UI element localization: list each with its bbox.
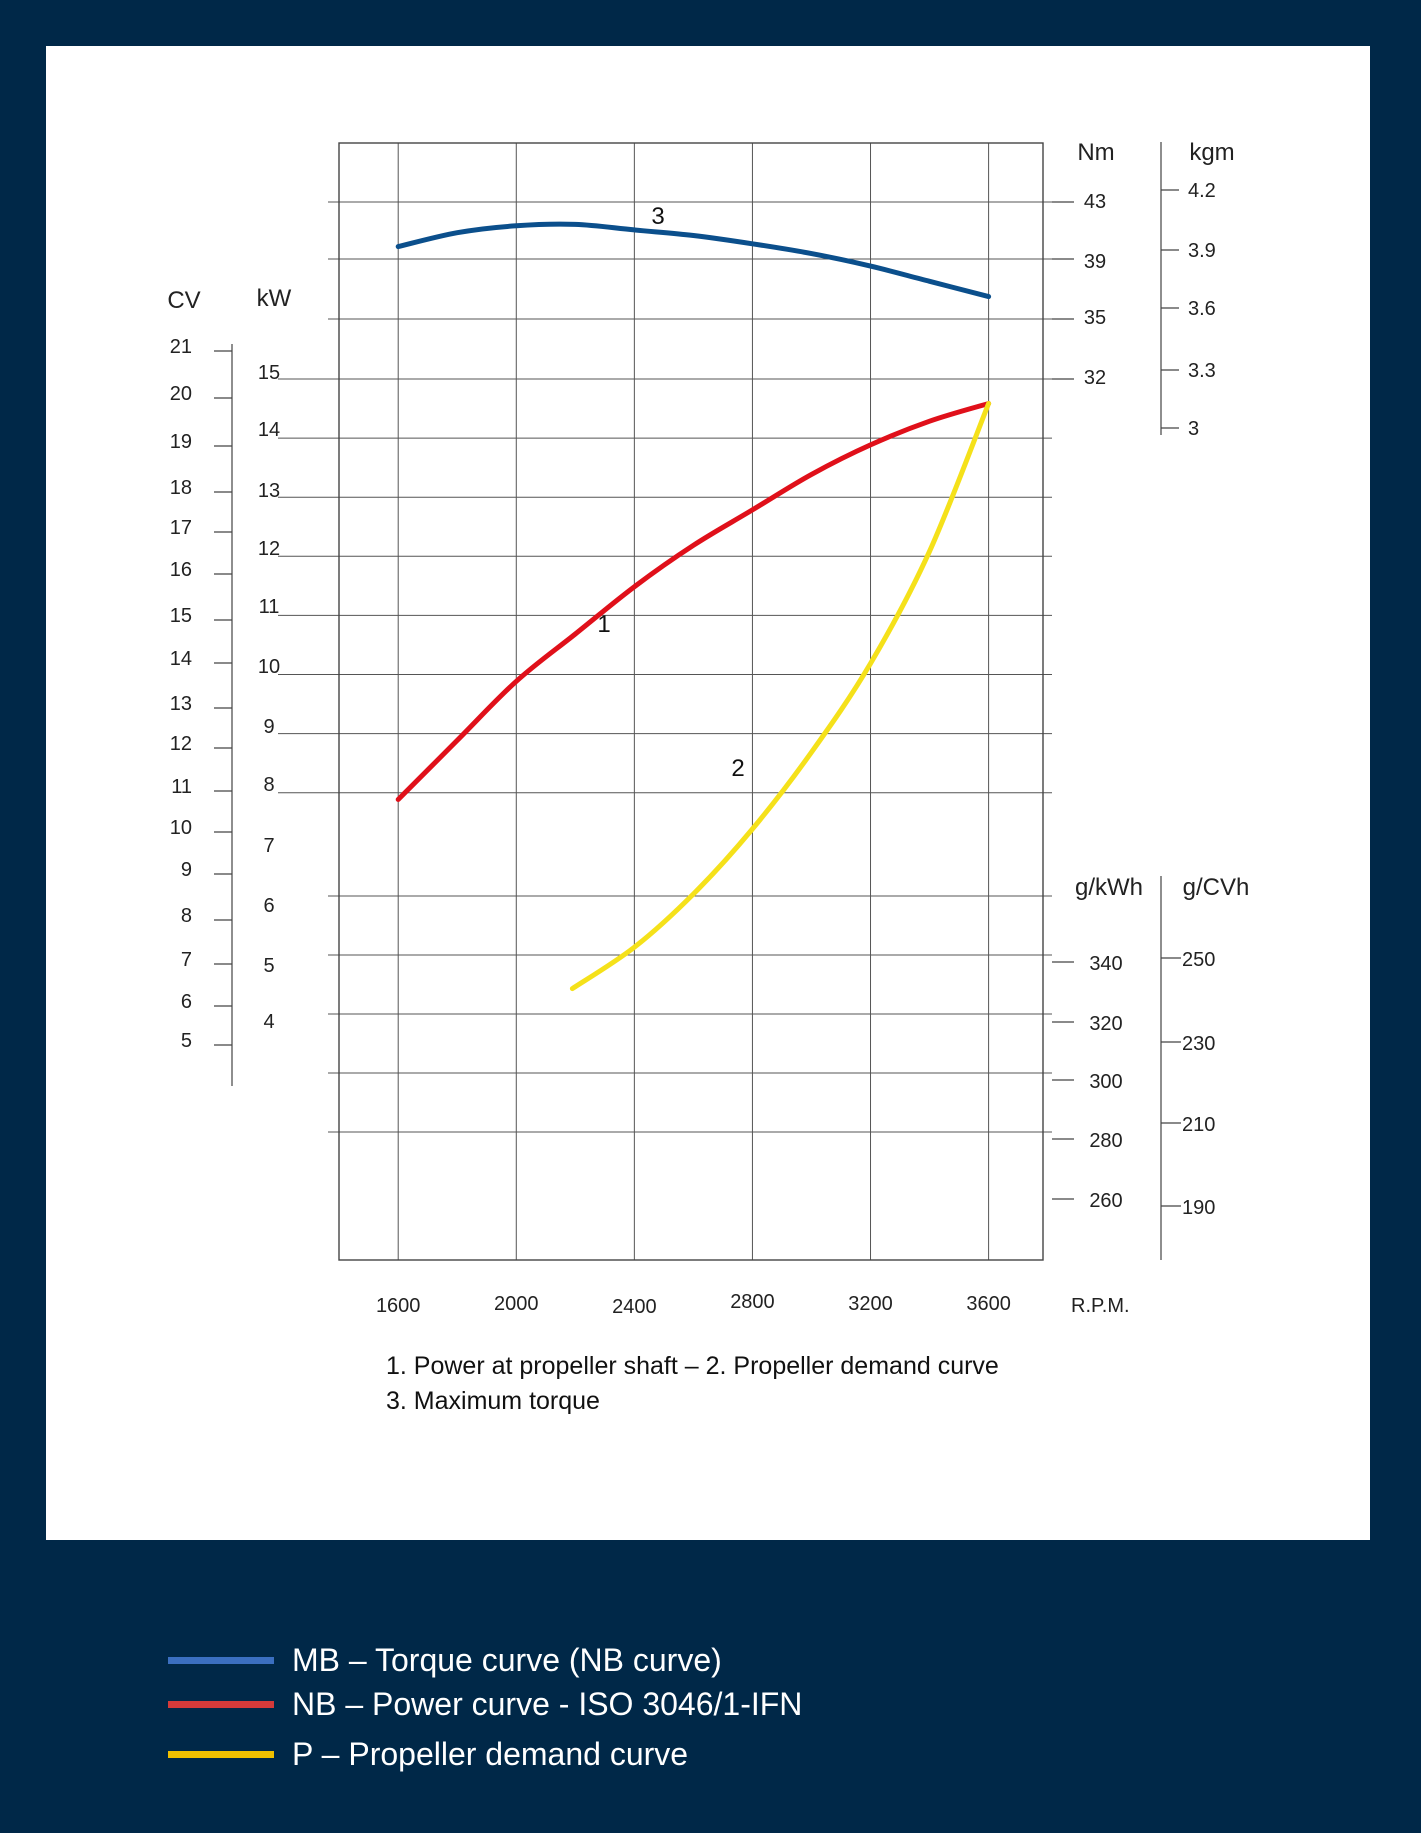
cv-tick-label: 15 — [170, 605, 192, 627]
cv-tick-label: 6 — [181, 991, 192, 1013]
kw-tick-label: 9 — [263, 716, 274, 738]
legend-item-torque: MB – Torque curve (NB curve) — [168, 1640, 722, 1680]
legend-swatch-torque — [168, 1656, 274, 1664]
nm-tick-label: 43 — [1084, 191, 1106, 213]
chart-panel: 1600 2000 2400 2800 3200 3600 R.P.M. CV 21 20 19 18… — [46, 46, 1370, 1540]
kw-tick-label: 8 — [263, 774, 274, 796]
kw-tick-label: 5 — [263, 955, 274, 977]
kw-tick-label: 7 — [263, 835, 274, 857]
gcvh-tick-label: 230 — [1182, 1033, 1215, 1055]
torque-curve — [395, 221, 992, 300]
cv-tick-label: 21 — [170, 336, 192, 358]
gkwh-tick-label: 340 — [1089, 953, 1122, 975]
x-tick-label: 2400 — [612, 1296, 657, 1318]
nm-tick-label: 35 — [1084, 307, 1106, 329]
gkwh-tick-label: 300 — [1089, 1071, 1122, 1093]
legend-swatch-propeller — [168, 1750, 274, 1758]
kw-tick-label: 4 — [263, 1011, 274, 1033]
legend-swatch-power — [168, 1700, 274, 1708]
kgm-tick-label: 3 — [1188, 418, 1199, 440]
kw-tick-label: 11 — [259, 596, 280, 618]
kgm-axis-label: kgm — [1189, 139, 1234, 166]
nm-axis-label: Nm — [1077, 139, 1114, 166]
cv-tick-label: 19 — [170, 431, 192, 453]
gcvh-tick-label: 190 — [1182, 1197, 1215, 1219]
cv-tick-label: 18 — [170, 477, 192, 499]
caption-line-1: 1. Power at propeller shaft – 2. Propell… — [386, 1352, 999, 1380]
power-curve — [395, 401, 992, 802]
power-curve-number-label: 1 — [597, 611, 610, 638]
cv-tick-label: 10 — [170, 817, 192, 839]
plot-frame — [338, 142, 1044, 1261]
legend-item-propeller: P – Propeller demand curve — [168, 1734, 688, 1774]
kw-tick-label: 12 — [258, 538, 280, 560]
cv-tick-label: 5 — [181, 1030, 192, 1052]
legend-label-propeller: P – Propeller demand curve — [292, 1735, 689, 1772]
legend-item-power: NB – Power curve - ISO 3046/1-IFN — [168, 1684, 802, 1724]
nm-tick-label: 39 — [1084, 251, 1106, 273]
axes: 1600 2000 2400 2800 3200 3600 R.P.M.CV21201918… — [167, 139, 1249, 1318]
x-tick-label: 2000 — [494, 1293, 539, 1315]
cv-axis-label: CV — [167, 287, 200, 314]
kgm-tick-label: 3.6 — [1188, 298, 1216, 320]
nm-tick-label: 32 — [1084, 367, 1106, 389]
cv-tick-label: 11 — [171, 776, 192, 798]
legend-label-power: NB – Power curve - ISO 3046/1-IFN — [292, 1685, 803, 1722]
gcvh-axis-label: g/CVh — [1183, 874, 1250, 901]
gkwh-tick-label: 260 — [1089, 1190, 1122, 1212]
gcvh-tick-label: 250 — [1182, 949, 1215, 971]
x-tick-label: 3200 — [848, 1293, 893, 1315]
propeller-demand-curve — [569, 401, 992, 992]
cv-tick-label: 8 — [181, 905, 192, 927]
grid — [278, 142, 1052, 1261]
cv-tick-label: 9 — [181, 859, 192, 881]
kw-tick-label: 14 — [258, 419, 280, 441]
legend-label-torque: MB – Torque curve (NB curve) — [292, 1641, 722, 1678]
chart: 1600 2000 2400 2800 3200 3600 R.P.M.CV21201918… — [167, 139, 1249, 1318]
kw-tick-label: 13 — [258, 480, 280, 502]
x-tick-label: 3600 — [966, 1293, 1011, 1315]
gcvh-tick-label: 210 — [1182, 1114, 1215, 1136]
kw-tick-label: 15 — [258, 362, 280, 384]
gkwh-tick-label: 280 — [1089, 1130, 1122, 1152]
cv-tick-label: 14 — [170, 648, 192, 670]
x-tick-label: 2800 — [730, 1291, 775, 1313]
propeller-demand-curve-number-label: 2 — [731, 755, 744, 782]
x-axis-label: R.P.M. — [1071, 1295, 1130, 1317]
cv-tick-label: 13 — [170, 693, 192, 715]
cv-tick-label: 7 — [181, 949, 192, 971]
kw-tick-label: 10 — [258, 656, 280, 678]
cv-tick-label: 16 — [170, 559, 192, 581]
cv-tick-label: 20 — [170, 383, 192, 405]
kgm-tick-label: 3.9 — [1188, 240, 1216, 262]
gkwh-tick-label: 320 — [1089, 1013, 1122, 1035]
cv-tick-label: 12 — [170, 733, 192, 755]
kw-axis-label: kW — [257, 285, 292, 312]
kgm-tick-label: 4.2 — [1188, 180, 1216, 202]
x-tick-label: 1600 — [376, 1295, 421, 1317]
cv-tick-label: 17 — [170, 517, 192, 539]
caption-line-2: 3. Maximum torque — [386, 1387, 600, 1415]
gkwh-axis-label: g/kWh — [1075, 874, 1143, 901]
kgm-tick-label: 3.3 — [1188, 360, 1216, 382]
series: 3 1 2 — [395, 203, 992, 992]
kw-tick-label: 6 — [263, 895, 274, 917]
torque-curve-number-label: 3 — [651, 203, 664, 230]
